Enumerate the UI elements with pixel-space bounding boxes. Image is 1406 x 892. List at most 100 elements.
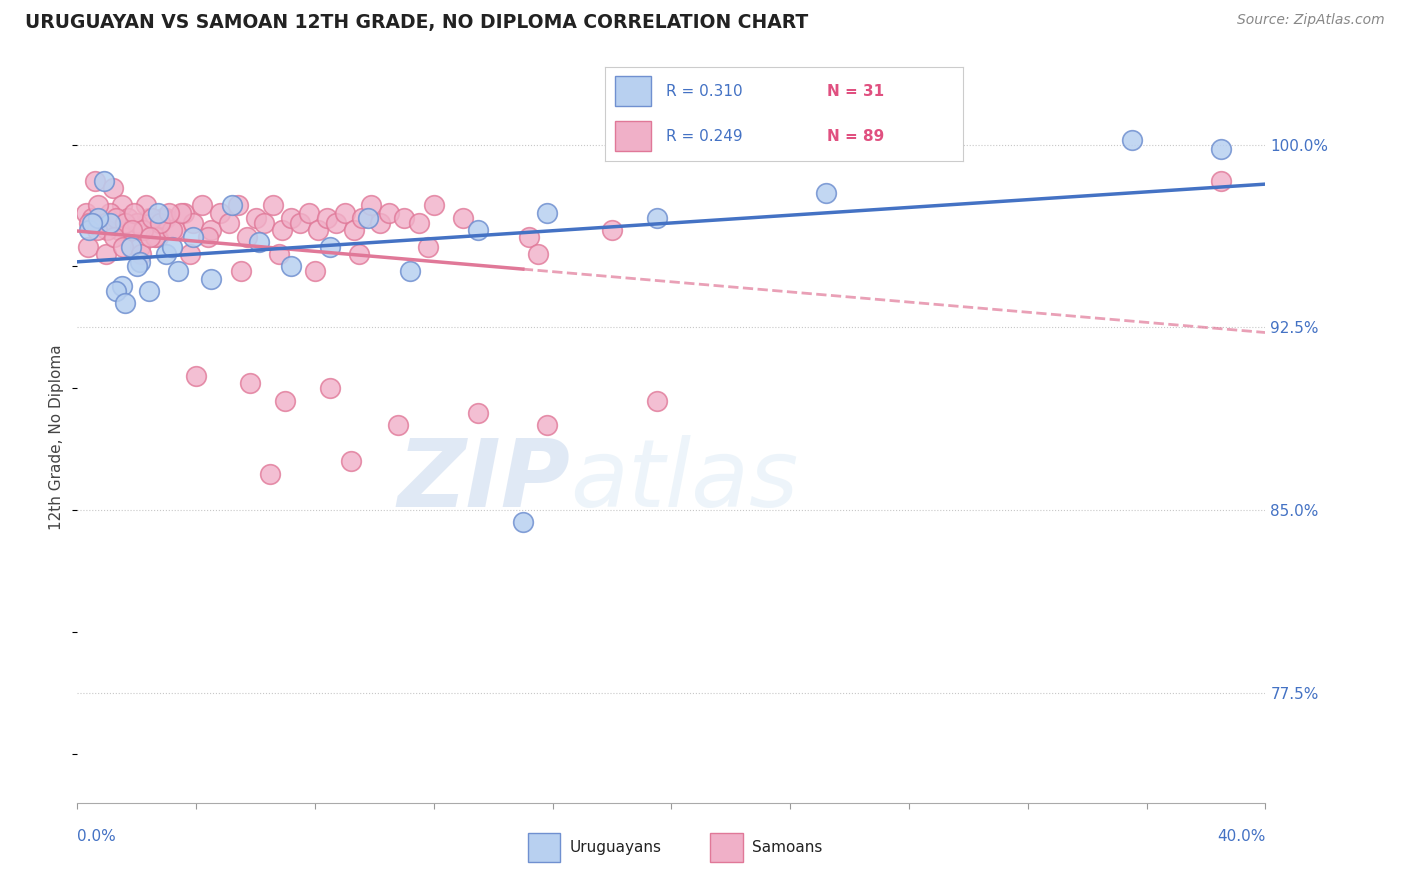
Point	[122, 206, 145, 220]
Point	[104, 284, 127, 298]
Point	[416, 240, 439, 254]
Point	[87, 211, 110, 225]
Point	[87, 198, 110, 212]
Point	[304, 264, 326, 278]
Point	[114, 296, 136, 310]
Point	[181, 230, 204, 244]
Point	[93, 215, 115, 229]
Point	[128, 254, 150, 268]
Point	[247, 235, 270, 249]
Point	[235, 230, 257, 244]
Point	[342, 223, 364, 237]
Point	[75, 206, 97, 220]
Point	[128, 240, 150, 254]
Text: N = 89: N = 89	[827, 128, 884, 144]
Point	[139, 230, 162, 244]
Bar	[616, 77, 651, 106]
Bar	[616, 121, 651, 152]
Text: Source: ZipAtlas.com: Source: ZipAtlas.com	[1237, 13, 1385, 28]
Point	[467, 406, 489, 420]
Point	[138, 284, 160, 298]
Point	[325, 215, 347, 229]
Text: Uruguayans: Uruguayans	[569, 840, 662, 855]
Text: 0.0%: 0.0%	[77, 830, 117, 844]
Point	[645, 211, 668, 225]
Point	[221, 198, 243, 212]
Point	[191, 198, 214, 212]
Point	[319, 240, 342, 254]
Point	[155, 211, 177, 225]
Point	[271, 223, 294, 237]
Point	[517, 230, 540, 244]
Point	[274, 393, 297, 408]
Point	[280, 211, 302, 225]
Text: URUGUAYAN VS SAMOAN 12TH GRADE, NO DIPLOMA CORRELATION CHART: URUGUAYAN VS SAMOAN 12TH GRADE, NO DIPLO…	[25, 13, 808, 32]
Point	[94, 247, 117, 261]
Point	[173, 206, 195, 220]
Point	[179, 247, 201, 261]
Point	[103, 230, 125, 244]
Point	[200, 271, 222, 285]
Point	[262, 198, 284, 212]
Point	[111, 198, 134, 212]
Point	[101, 181, 124, 195]
Point	[467, 223, 489, 237]
Point	[245, 211, 267, 225]
Point	[149, 215, 172, 229]
Point	[526, 247, 548, 261]
Point	[1209, 174, 1232, 188]
Point	[378, 206, 401, 220]
Point	[167, 264, 190, 278]
Text: ZIP: ZIP	[398, 435, 571, 527]
Point	[1121, 133, 1143, 147]
Point	[259, 467, 281, 481]
Point	[146, 206, 169, 220]
Point	[90, 215, 112, 229]
Point	[165, 223, 187, 237]
Point	[86, 223, 108, 237]
Point	[280, 260, 302, 274]
Point	[408, 215, 430, 229]
Point	[339, 454, 361, 468]
Point	[120, 240, 142, 254]
Point	[111, 279, 134, 293]
Point	[239, 376, 262, 391]
Point	[814, 186, 837, 201]
Point	[104, 211, 127, 225]
Point	[423, 198, 446, 212]
Point	[84, 174, 107, 188]
Point	[143, 230, 166, 244]
Bar	[527, 833, 561, 862]
Text: Samoans: Samoans	[752, 840, 823, 855]
Point	[98, 215, 121, 229]
Point	[77, 223, 100, 237]
Point	[349, 247, 371, 261]
Point	[162, 240, 184, 254]
Point	[117, 211, 139, 225]
Point	[108, 223, 131, 237]
Point	[208, 206, 231, 220]
Point	[186, 369, 208, 384]
Point	[98, 206, 121, 220]
Point	[392, 211, 415, 225]
Point	[512, 516, 534, 530]
Text: R = 0.310: R = 0.310	[665, 84, 742, 99]
Text: atlas: atlas	[571, 435, 799, 526]
Point	[536, 206, 558, 220]
Point	[1209, 142, 1232, 156]
Point	[319, 381, 342, 395]
Point	[152, 211, 174, 225]
Point	[76, 240, 98, 254]
Point	[170, 206, 193, 220]
Point	[315, 211, 337, 225]
Point	[218, 215, 240, 229]
Point	[162, 223, 184, 237]
Text: 40.0%: 40.0%	[1218, 830, 1265, 844]
Point	[82, 215, 104, 229]
Point	[307, 223, 329, 237]
Text: R = 0.249: R = 0.249	[665, 128, 742, 144]
Point	[112, 240, 135, 254]
Point	[399, 264, 422, 278]
Point	[229, 264, 252, 278]
Point	[146, 230, 169, 244]
